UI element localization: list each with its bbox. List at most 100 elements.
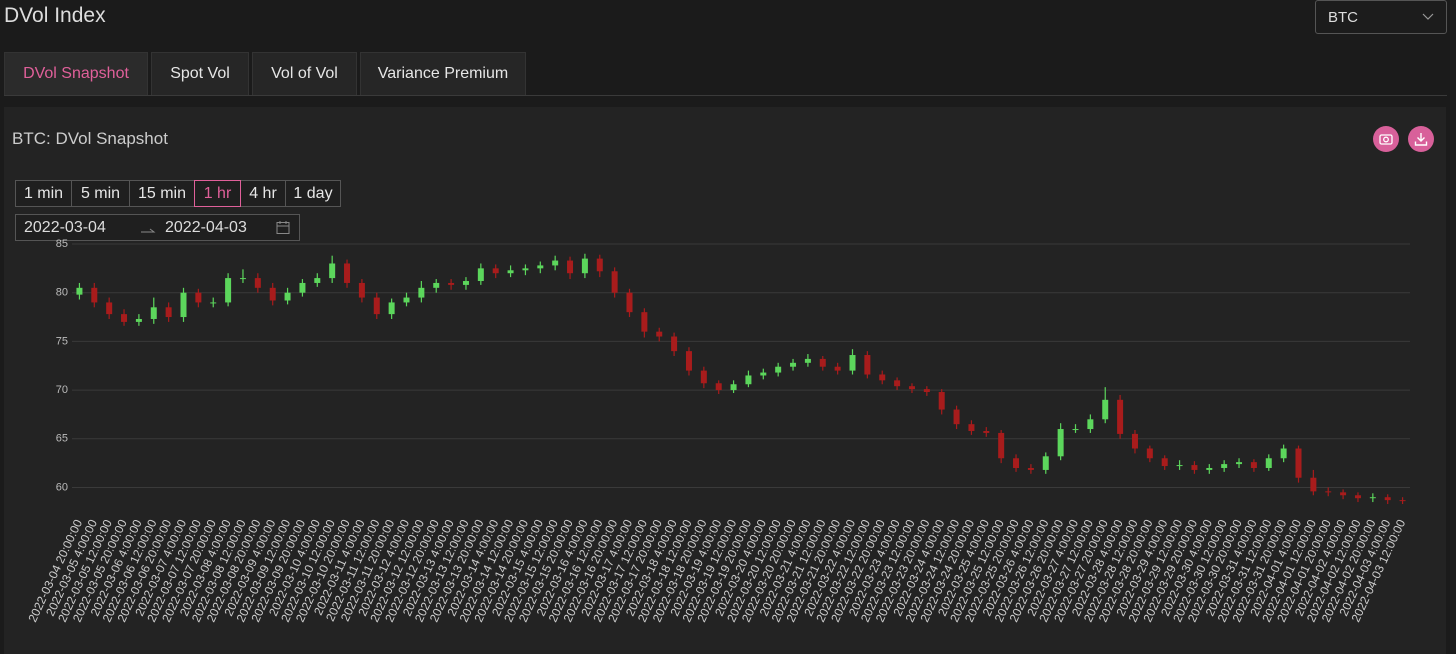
candle-body (1042, 456, 1049, 470)
candle-body (462, 281, 469, 285)
camera-button[interactable] (1373, 126, 1399, 152)
candle-body (403, 297, 410, 303)
candle-body (894, 380, 901, 387)
y-tick-label: 65 (56, 433, 68, 445)
y-tick-label: 75 (56, 335, 68, 347)
candle-body (938, 392, 945, 410)
tab[interactable]: Spot Vol (151, 52, 249, 95)
candle-body (1027, 467, 1034, 470)
candle-body (1206, 467, 1213, 470)
candle-body (358, 282, 365, 298)
candle-body (685, 351, 692, 371)
panel-title: BTC: DVol Snapshot (12, 129, 168, 148)
select-value: BTC (1328, 9, 1358, 26)
candle-body (834, 366, 841, 371)
candle-body (1354, 495, 1361, 499)
interval-button[interactable]: 1 hr (194, 180, 241, 207)
candle-body (135, 318, 142, 322)
tab[interactable]: DVol Snapshot (4, 52, 148, 95)
candle-body (998, 432, 1005, 459)
candle-body (596, 258, 603, 272)
panel-icons (1373, 126, 1434, 152)
candle-body (656, 331, 663, 337)
tab-divider (4, 95, 1447, 96)
candle-body (477, 268, 484, 282)
candle-body (254, 278, 261, 288)
candle-body (329, 263, 336, 279)
candle-body (1013, 458, 1020, 468)
candle-body (91, 287, 98, 303)
candle-body (269, 287, 276, 301)
candle-body (1250, 462, 1257, 468)
candle-body (567, 260, 574, 274)
candle-body (849, 355, 856, 371)
candle-body (923, 389, 930, 393)
candle-body (1102, 399, 1109, 420)
interval-button[interactable]: 15 min (129, 180, 195, 207)
candle-body (1146, 448, 1153, 459)
asset-select[interactable]: BTC (1315, 0, 1447, 34)
candle-body (121, 314, 128, 322)
y-tick-label: 60 (56, 481, 68, 493)
candle-body (239, 278, 246, 280)
candle-body (1384, 497, 1391, 501)
candle-body (299, 282, 306, 293)
candle-body (864, 355, 871, 375)
candle-body (314, 278, 321, 283)
candle-body (1340, 492, 1347, 496)
candle-body (165, 307, 172, 318)
date-range[interactable]: 2022-03-04 2022-04-03 (15, 214, 300, 241)
candle-body (879, 374, 886, 381)
candle-body (1191, 465, 1198, 470)
y-tick-label: 85 (56, 238, 68, 250)
candle-body (819, 358, 826, 367)
candle-body (180, 292, 187, 318)
candle-body (552, 260, 559, 266)
tab[interactable]: Variance Premium (360, 52, 526, 95)
candle-body (611, 271, 618, 293)
tab[interactable]: Vol of Vol (252, 52, 357, 95)
candle-body (225, 278, 232, 303)
candle-body (1325, 491, 1332, 493)
candle-body (715, 383, 722, 391)
candle-body (76, 287, 83, 295)
candle-body (1087, 419, 1094, 430)
candle-body (1117, 399, 1124, 434)
download-button[interactable] (1408, 126, 1434, 152)
candle-body (1072, 429, 1079, 431)
candle-body (418, 287, 425, 298)
interval-button[interactable]: 4 hr (240, 180, 286, 207)
candle-body (775, 366, 782, 373)
candle-body (344, 263, 351, 283)
interval-button[interactable]: 1 min (15, 180, 72, 207)
candle-body (373, 297, 380, 315)
candle-body (730, 384, 737, 391)
calendar-icon (276, 221, 290, 234)
candle-body (908, 386, 915, 390)
candle-body (195, 292, 202, 303)
candle-body (626, 292, 633, 313)
candle-body (968, 424, 975, 431)
candle-body (760, 372, 767, 376)
candle-body (1131, 433, 1138, 449)
interval-button[interactable]: 5 min (71, 180, 130, 207)
candle-body (106, 302, 113, 315)
candle-body (1310, 477, 1317, 492)
candle-body (1176, 465, 1183, 467)
chevron (1422, 13, 1434, 20)
candle-body (433, 282, 440, 288)
candle-body (641, 312, 648, 332)
interval-button[interactable]: 1 day (285, 180, 341, 207)
date-end: 2022-04-03 (165, 219, 247, 236)
candle-body (953, 409, 960, 425)
candle-body (700, 370, 707, 384)
candle-body (1369, 497, 1376, 499)
date-start: 2022-03-04 (24, 219, 106, 236)
candle-body (745, 375, 752, 385)
candle-body (1057, 429, 1064, 457)
candle-body (507, 270, 514, 274)
candle-body (210, 302, 217, 304)
candle-body (150, 307, 157, 319)
